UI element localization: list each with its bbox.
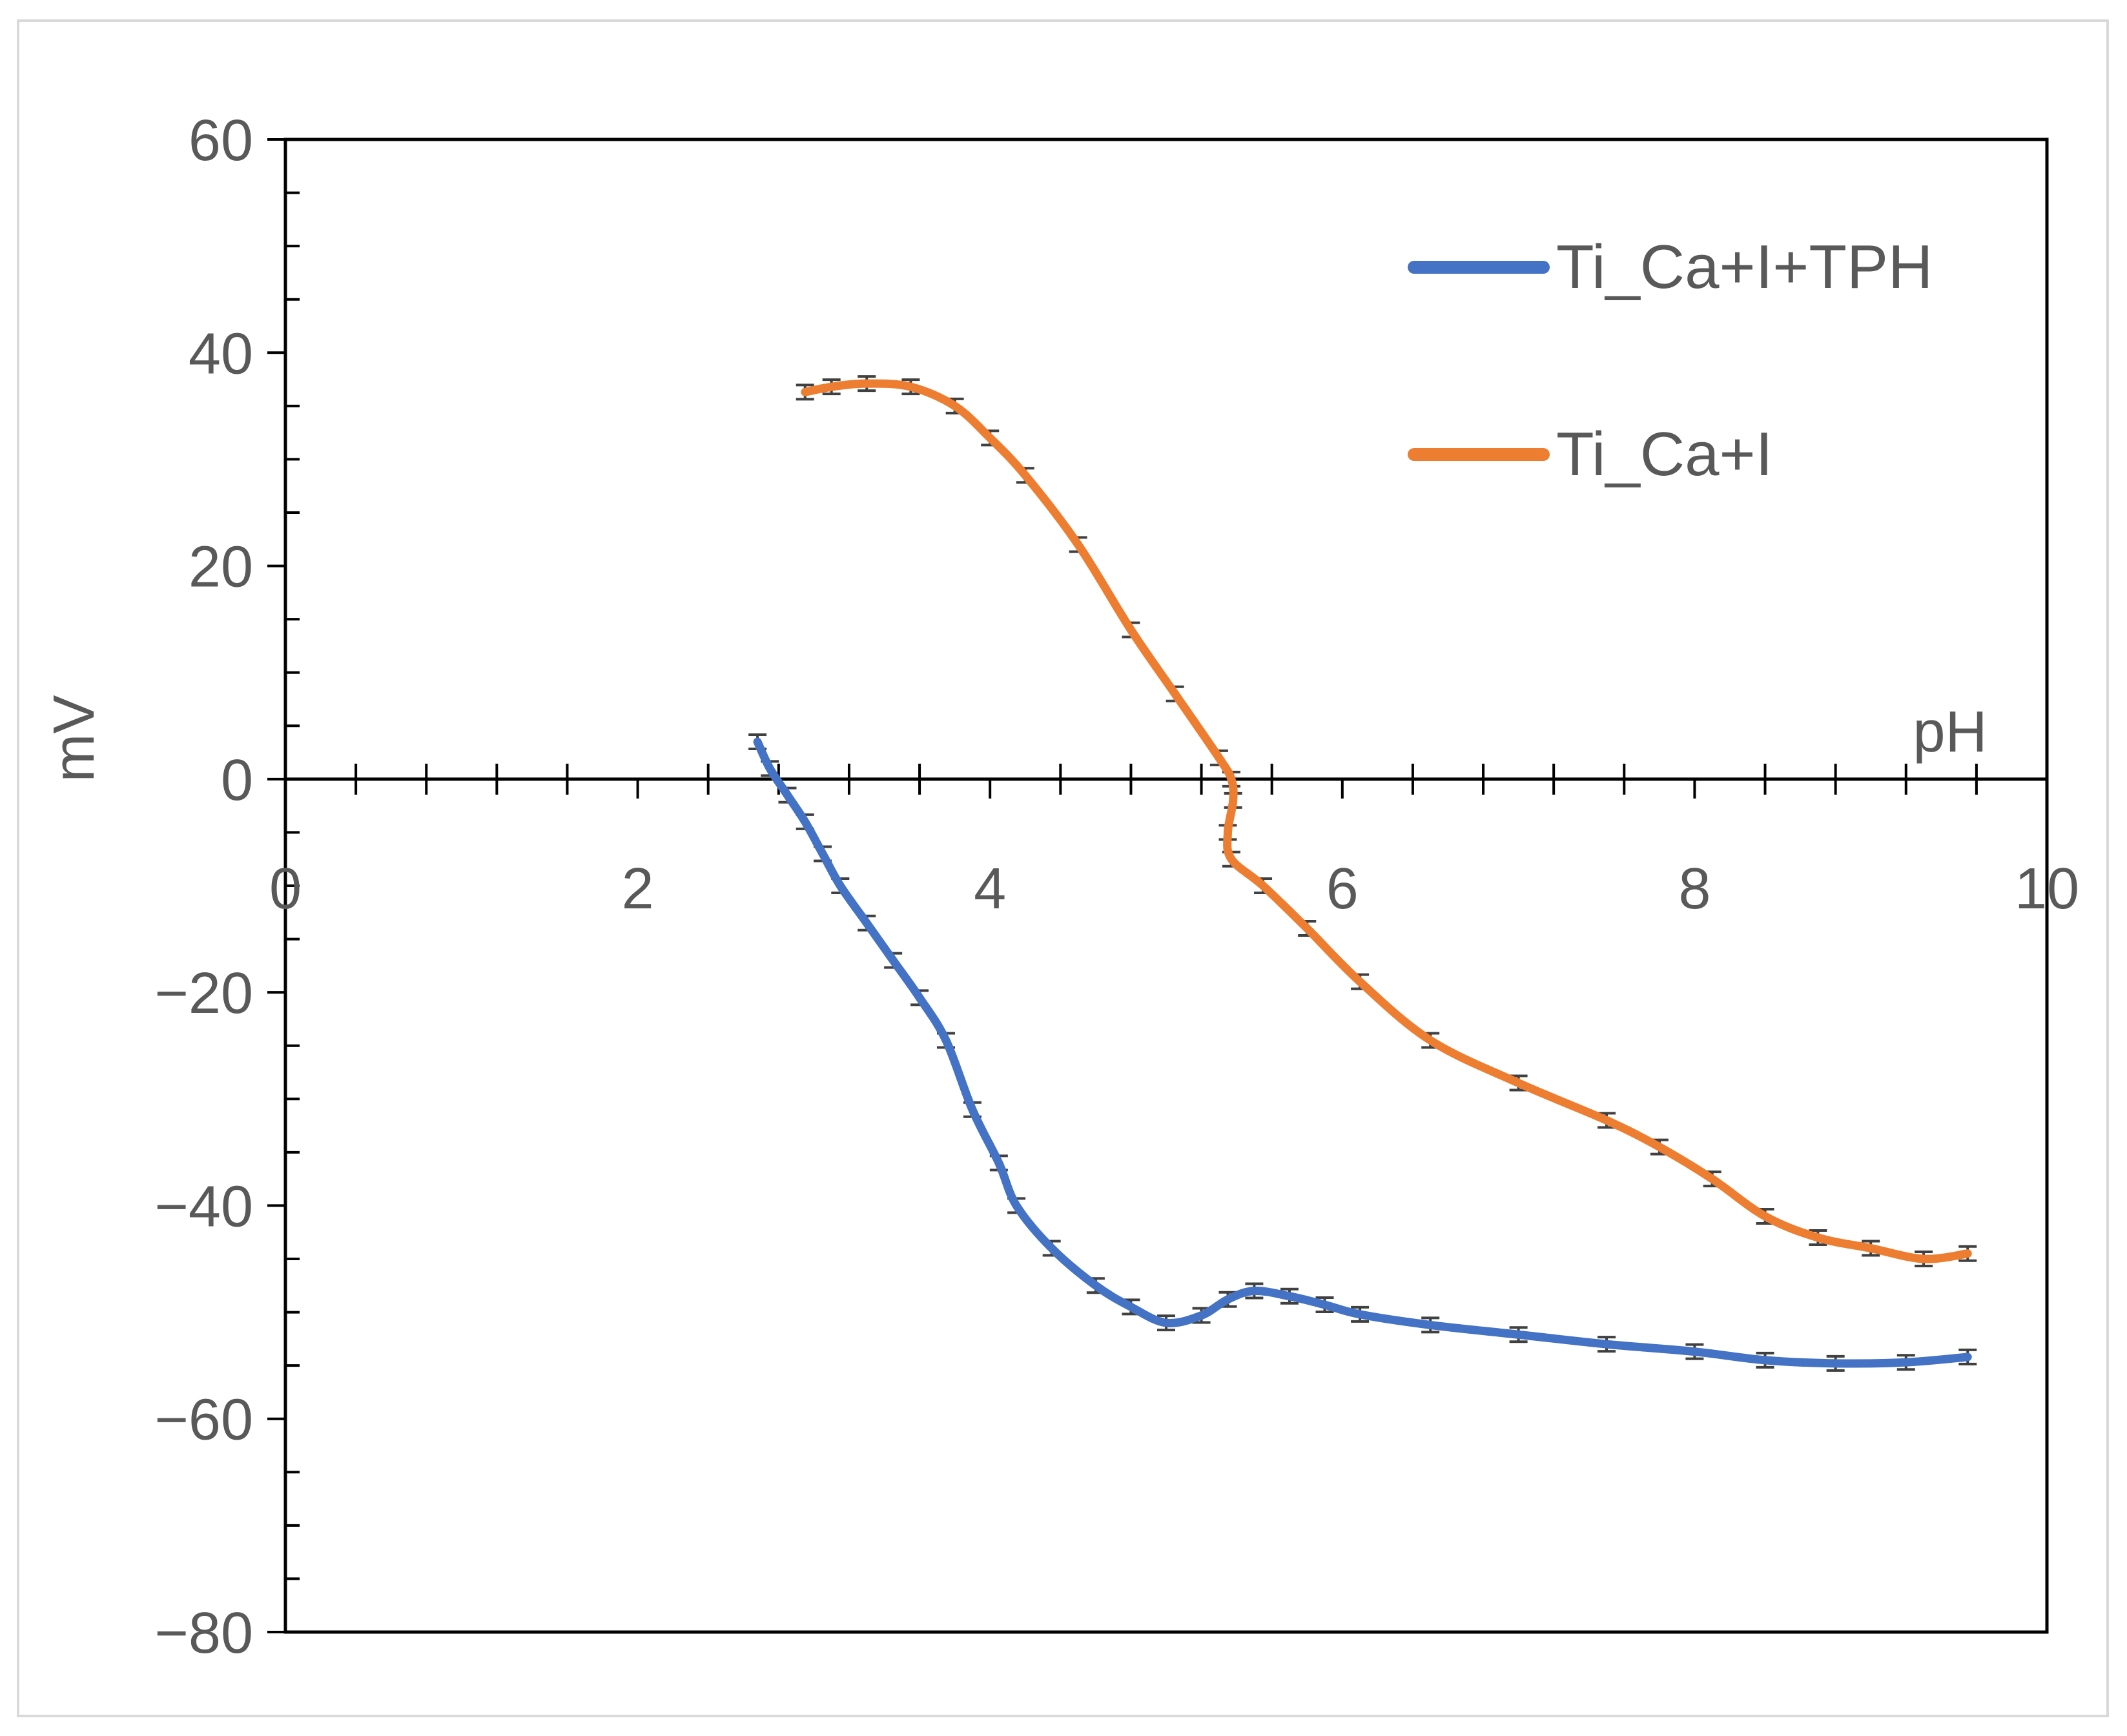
y-tick-label: 0	[221, 748, 253, 813]
x-tick-label: 10	[2015, 857, 2079, 921]
y-tick-label: −80	[154, 1601, 253, 1666]
legend-label-tph: Ti_Ca+I+TPH	[1556, 232, 1933, 301]
chart-frame: 60 40 20 0 −20 −40 −60 −80 0 2 4 6 8 10 Ti_Ca+I+TPH T…	[17, 19, 2109, 1717]
x-tick-label: 8	[1678, 857, 1711, 921]
y-tick-label: 60	[189, 108, 253, 173]
y-tick-label: 20	[189, 535, 253, 600]
plot-area-border	[283, 138, 2049, 1634]
y-axis-title: mV	[42, 695, 107, 782]
x-axis-title: pH	[1913, 700, 1987, 764]
y-tick-label: −20	[154, 961, 253, 1026]
x-tick-label: 6	[1326, 857, 1359, 921]
x-tick-label: 2	[622, 857, 654, 921]
legend-label-cai: Ti_Ca+I	[1556, 420, 1772, 489]
legend: Ti_Ca+I+TPH Ti_Ca+I	[1408, 232, 1933, 489]
x-tick-label: 0	[269, 857, 302, 921]
series-line-tph	[753, 737, 1972, 1368]
x-tick-label: 4	[974, 857, 1006, 921]
y-tick-label: 40	[189, 322, 253, 386]
y-tick-label: −60	[154, 1388, 253, 1453]
y-tick-label: −40	[154, 1174, 253, 1239]
series-line-cai	[801, 379, 1972, 1263]
